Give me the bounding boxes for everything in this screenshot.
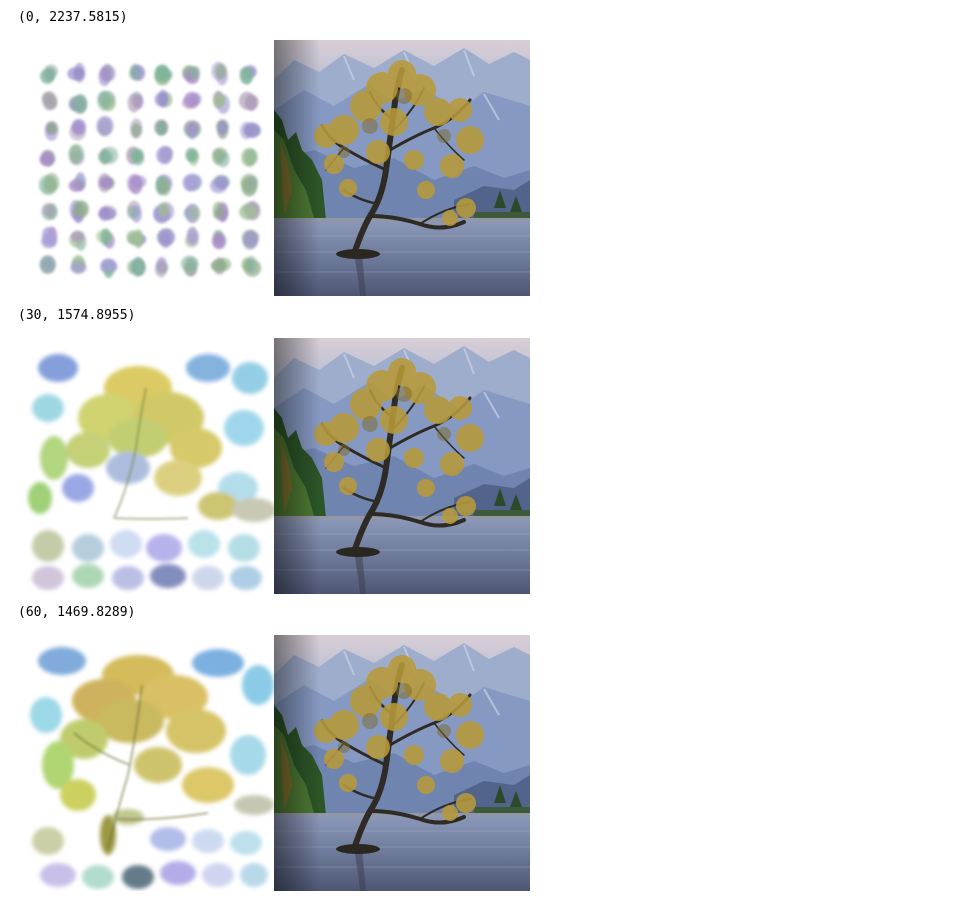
brush-stroke-blob [71, 231, 84, 243]
lone-tree-lake-photo [274, 635, 530, 891]
brush-stroke-blob [156, 146, 172, 164]
optimization-step-0: (0, 2237.5815) [0, 0, 957, 298]
brush-stroke-blob [155, 65, 170, 83]
brush-stroke-blob [215, 63, 227, 79]
step-label: (30, 1574.8955) [18, 308, 135, 324]
brush-stroke-blob [72, 119, 87, 136]
brush-stroke-blob [213, 202, 224, 218]
brush-stroke-blob [243, 230, 259, 248]
brush-stroke-blob [40, 152, 55, 166]
brush-stroke-blob [159, 178, 170, 196]
brush-stroke-blob [69, 145, 81, 165]
brush-stroke-blob [132, 123, 142, 137]
tree-painting-image [18, 635, 274, 891]
brush-stroke-blob [131, 257, 145, 276]
brush-stroke-blob [129, 175, 142, 194]
brush-stroke-blob [70, 262, 86, 274]
brush-stroke-blob [216, 151, 229, 167]
brush-stroke-blob [97, 91, 111, 111]
optimization-step-60: (60, 1469.8289) [0, 595, 957, 893]
brush-stroke-blob [188, 205, 200, 221]
brush-stroke-blob [185, 148, 196, 161]
brush-stroke-blob [215, 176, 229, 189]
brush-stroke-blob [239, 204, 257, 219]
brush-stroke-blob [131, 149, 144, 163]
brush-stroke-grid-image [18, 40, 274, 296]
brush-stroke-blob [42, 91, 56, 110]
brush-stroke-blob [187, 123, 198, 139]
lone-tree-lake-photo [274, 338, 530, 594]
brush-stroke-blob [73, 201, 89, 218]
brush-stroke-blob [240, 67, 254, 85]
brush-stroke-blob [44, 65, 58, 79]
brush-stroke-blob [42, 203, 55, 217]
brush-stroke-blob [126, 230, 140, 244]
brush-stroke-blob [158, 202, 170, 217]
brush-stroke-blob [98, 208, 116, 220]
brush-stroke-blob [217, 258, 232, 271]
brush-stroke-blob [41, 234, 57, 248]
brush-stroke-blob [158, 228, 175, 246]
lone-tree-lake-photo [274, 40, 530, 296]
brush-stroke-blob [101, 258, 117, 270]
brush-stroke-blob [97, 116, 114, 136]
brush-stroke-blob [246, 256, 257, 274]
brush-stroke-blob [129, 67, 141, 81]
brush-stroke-blob [46, 121, 58, 135]
brush-stroke-blob [187, 230, 199, 243]
brush-stroke-blob [100, 65, 116, 82]
brush-stroke-blob [184, 92, 200, 108]
brush-stroke-blob [241, 148, 256, 166]
partial-tree-painting-image [18, 338, 274, 594]
optimization-step-30: (30, 1574.8955) [0, 298, 957, 596]
brush-stroke-blob [158, 90, 168, 108]
brush-stroke-blob [128, 93, 140, 112]
brush-stroke-blob [101, 147, 118, 164]
brush-stroke-blob [185, 174, 202, 190]
brush-stroke-blob [101, 229, 111, 246]
brush-stroke-blob [155, 259, 167, 277]
brush-stroke-blob [99, 177, 114, 189]
brush-stroke-blob [181, 256, 199, 272]
brush-stroke-blob [69, 180, 84, 192]
brush-stroke-blob [212, 233, 226, 249]
brush-stroke-blob [156, 120, 167, 135]
brush-stroke-blob [40, 255, 56, 274]
step-label: (0, 2237.5815) [18, 10, 128, 26]
brush-stroke-blob [74, 63, 85, 83]
brush-stroke-blob [73, 94, 87, 114]
brush-stroke-blob [217, 120, 227, 136]
brush-stroke-blob [241, 174, 259, 192]
brush-stroke-blob [44, 173, 59, 192]
step-label: (60, 1469.8289) [18, 605, 135, 621]
brush-stroke-blob [213, 94, 226, 107]
brush-stroke-blob [239, 92, 256, 110]
brush-stroke-blob [243, 122, 260, 137]
brush-stroke-blob [127, 205, 138, 219]
brush-stroke-blob [190, 66, 200, 79]
